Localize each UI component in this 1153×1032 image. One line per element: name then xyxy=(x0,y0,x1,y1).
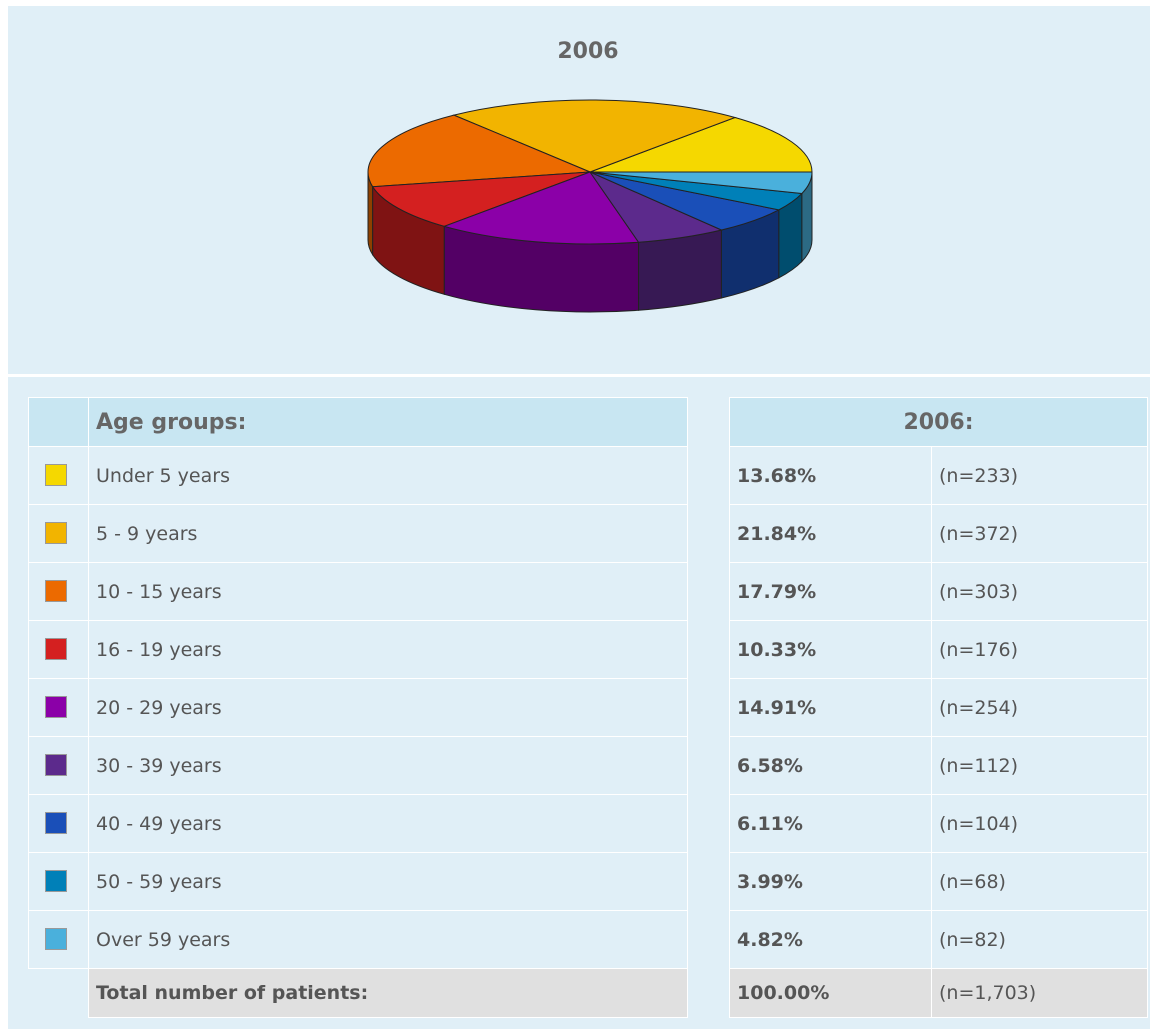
header-cell xyxy=(28,397,89,447)
percent: 14.91% xyxy=(729,678,932,737)
legend-swatch xyxy=(45,754,67,776)
pie-slice xyxy=(452,99,737,173)
percent: 6.11% xyxy=(729,794,932,853)
percent: 6.58% xyxy=(729,736,932,795)
legend-swatch xyxy=(45,870,67,892)
swatch-cell xyxy=(28,678,89,737)
swatch-cell xyxy=(28,562,89,621)
count: (n=233) xyxy=(931,446,1148,505)
percent: 21.84% xyxy=(729,504,932,563)
count: (n=254) xyxy=(931,678,1148,737)
swatch-cell xyxy=(28,504,89,563)
swatch-cell xyxy=(28,852,89,911)
pie-slice xyxy=(442,171,640,245)
percent: 17.79% xyxy=(729,562,932,621)
legend-swatch xyxy=(45,464,67,486)
percent: 3.99% xyxy=(729,852,932,911)
legend-swatch xyxy=(45,638,67,660)
legend-swatch xyxy=(45,696,67,718)
header-year: 2006: xyxy=(729,397,1148,447)
category-label: 10 - 15 years xyxy=(88,562,688,621)
category-label: 30 - 39 years xyxy=(88,736,688,795)
percent: 10.33% xyxy=(729,620,932,679)
legend-swatch xyxy=(45,928,67,950)
count: (n=82) xyxy=(931,910,1148,969)
total-label: Total number of patients: xyxy=(88,968,688,1018)
count: (n=303) xyxy=(931,562,1148,621)
category-label: 20 - 29 years xyxy=(88,678,688,737)
pie-side xyxy=(638,229,722,311)
total-percent: 100.00% xyxy=(729,968,932,1018)
category-label: 40 - 49 years xyxy=(88,794,688,853)
chart: 2006 xyxy=(367,39,813,313)
category-label: 5 - 9 years xyxy=(88,504,688,563)
pie-slice xyxy=(367,114,591,188)
swatch-cell xyxy=(28,910,89,969)
category-label: 16 - 19 years xyxy=(88,620,688,679)
pie-slice xyxy=(589,171,813,194)
category-label: Over 59 years xyxy=(88,910,688,969)
count: (n=176) xyxy=(931,620,1148,679)
legend-swatch xyxy=(45,580,67,602)
legend-swatch xyxy=(45,812,67,834)
swatch-cell xyxy=(28,736,89,795)
count: (n=112) xyxy=(931,736,1148,795)
total-count: (n=1,703) xyxy=(931,968,1148,1018)
count: (n=372) xyxy=(931,504,1148,563)
percent: 13.68% xyxy=(729,446,932,505)
pie-slice xyxy=(371,171,591,227)
chart-title: 2006 xyxy=(557,39,618,64)
category-label: Under 5 years xyxy=(88,446,688,505)
header-label: Age groups: xyxy=(88,397,688,447)
legend-swatch xyxy=(45,522,67,544)
swatch-cell xyxy=(28,794,89,853)
swatch-cell xyxy=(28,446,89,505)
pie-slice xyxy=(589,116,813,173)
category-label: 50 - 59 years xyxy=(88,852,688,911)
count: (n=68) xyxy=(931,852,1148,911)
count: (n=104) xyxy=(931,794,1148,853)
percent: 4.82% xyxy=(729,910,932,969)
swatch-cell xyxy=(28,620,89,679)
